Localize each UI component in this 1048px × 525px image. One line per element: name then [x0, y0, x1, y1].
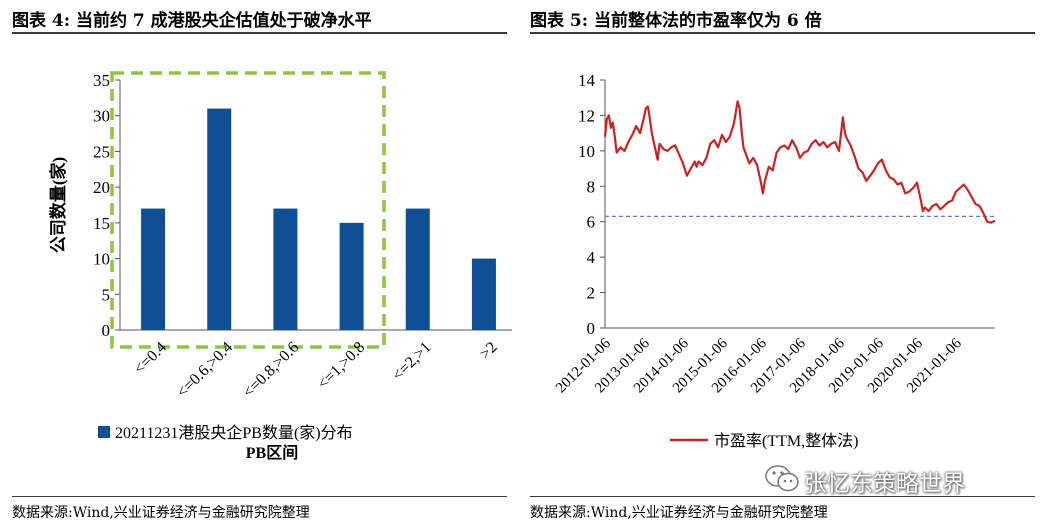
- y-tick-label: 20: [93, 178, 110, 197]
- y-tick-label: 12: [578, 106, 595, 125]
- y-tick-label: 6: [587, 213, 596, 232]
- y-tick-label: 25: [93, 142, 110, 161]
- series-line: [603, 100, 996, 224]
- y-tick-label: 30: [93, 107, 110, 126]
- x-tick-label: >2: [477, 339, 501, 363]
- y-tick-label: 14: [578, 71, 596, 90]
- y-tick-label: 10: [93, 250, 110, 269]
- bar: [405, 208, 430, 330]
- x-tick-label: <=1,>0.8: [315, 339, 369, 393]
- wechat-icon: [765, 465, 799, 492]
- y-tick-label: 0: [102, 321, 111, 340]
- right-line-chart: 024681012142012-01-062013-01-062014-01-0…: [553, 71, 996, 450]
- right-source: 数据来源:Wind,兴业证券经济与金融研究院整理: [530, 505, 828, 521]
- legend-label: 20211231港股央企PB数量(家)分布: [115, 424, 353, 442]
- highlight-box: [110, 71, 386, 349]
- legend-swatch: [98, 426, 110, 438]
- y-tick-label: 8: [587, 177, 596, 196]
- watermark-text: 张忆东策略世界: [804, 471, 965, 497]
- bar: [141, 208, 166, 330]
- bar: [273, 208, 298, 330]
- left-title-rule: [12, 32, 507, 34]
- y-tick-label: 35: [93, 71, 110, 90]
- left-source: 数据来源:Wind,兴业证券经济与金融研究院整理: [12, 505, 310, 521]
- x-tick-label: <=0.4: [131, 339, 170, 378]
- watermark: 张忆东策略世界: [760, 460, 1045, 500]
- bar: [339, 222, 364, 330]
- x-tick-label: <=0.8,>0.6: [240, 339, 302, 401]
- y-tick-label: 4: [587, 248, 596, 267]
- right-title-rule: [530, 32, 1035, 34]
- y-axis-label: 公司数量(家): [48, 157, 68, 253]
- y-tick-label: 2: [587, 284, 596, 303]
- y-tick-label: 5: [102, 285, 111, 304]
- right-chart-title: 图表 5: 当前整体法的市盈率仅为 6 倍: [530, 11, 822, 31]
- x-axis-label: PB区间: [246, 443, 298, 462]
- left-source-rule: [12, 496, 507, 497]
- y-tick-label: 0: [587, 319, 596, 338]
- left-chart-title: 图表 4: 当前约 7 成港股央企估值处于破净水平: [12, 11, 372, 31]
- bar: [471, 258, 496, 330]
- right-source-rule: [530, 496, 1035, 497]
- legend-label: 市盈率(TTM,整体法): [714, 432, 858, 450]
- y-tick-label: 10: [578, 142, 595, 161]
- bar: [207, 108, 232, 330]
- x-tick-label: <=2,>1: [389, 339, 434, 384]
- y-tick-label: 15: [93, 214, 110, 233]
